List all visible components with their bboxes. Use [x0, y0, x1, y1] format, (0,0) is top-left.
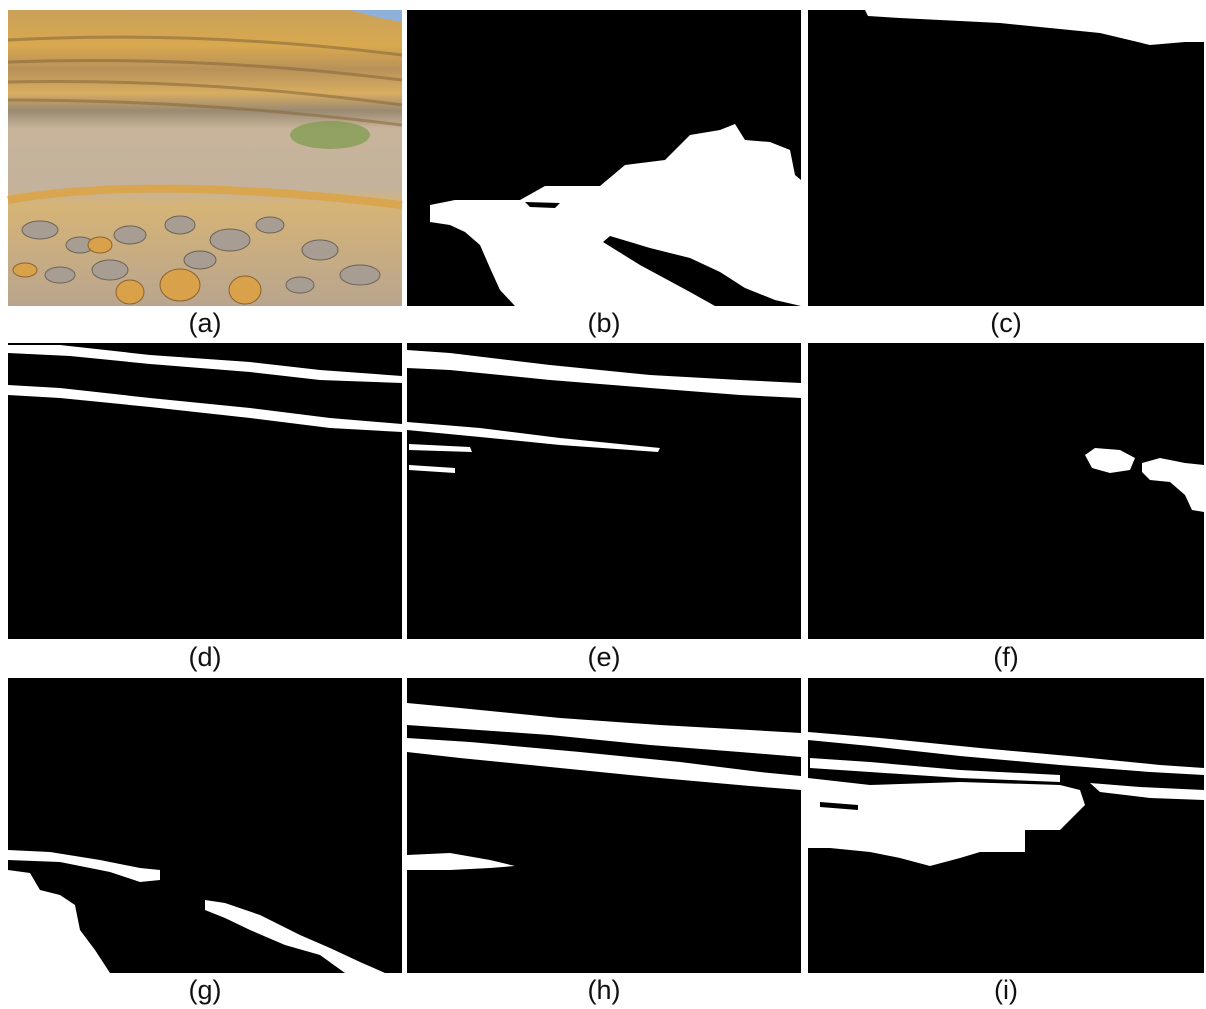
mask-panel	[8, 343, 402, 639]
page: {"panels": [{"label": "(a)"}, {"label": …	[0, 0, 1206, 1009]
mask-panel	[808, 343, 1204, 639]
panel-label: (a)	[189, 308, 222, 338]
mask-panel	[808, 678, 1204, 973]
mask-panel	[407, 10, 801, 306]
panel-label: (h)	[588, 975, 621, 1005]
panel-label: (c)	[990, 308, 1021, 338]
panel-label: (f)	[993, 642, 1018, 672]
panel-label: (b)	[588, 308, 621, 338]
mask-panel	[8, 678, 402, 973]
panel-label: (i)	[994, 975, 1018, 1005]
panel-label: (e)	[588, 642, 621, 672]
panel-label: (g)	[189, 975, 222, 1005]
mask-panel	[407, 343, 801, 639]
figure: (a) (b) (c) (d) (e) (f) (g) (h) (i)	[0, 0, 1206, 1009]
mask-panel	[808, 10, 1204, 306]
panel-label: (d)	[189, 642, 222, 672]
mask-panel	[407, 678, 801, 973]
photo-panel	[8, 10, 402, 306]
